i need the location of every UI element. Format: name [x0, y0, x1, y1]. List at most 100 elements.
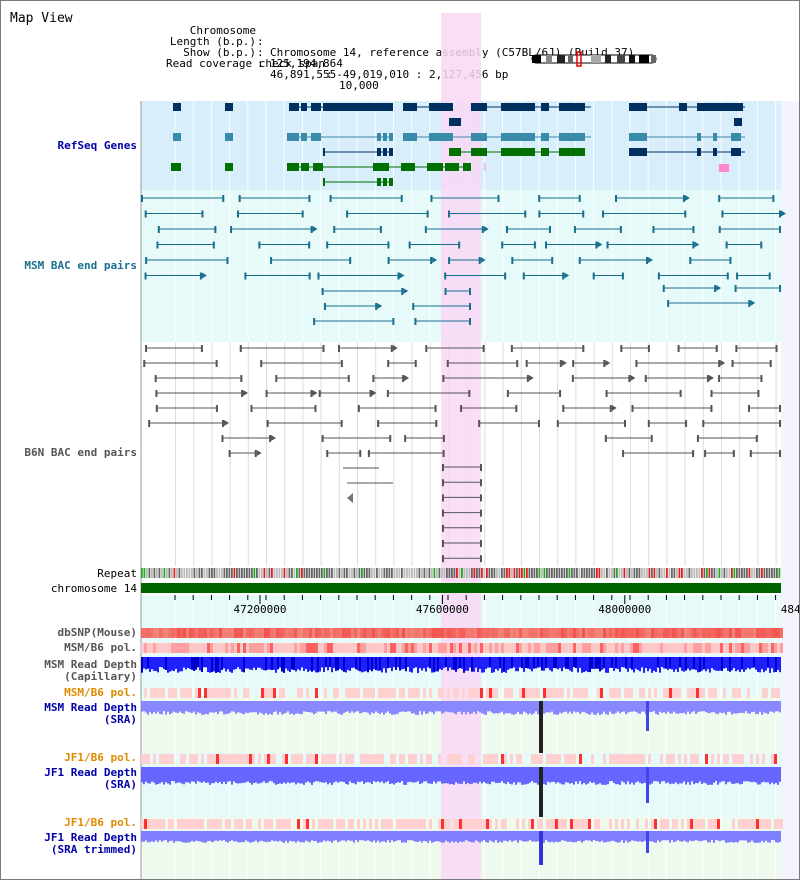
gene-e-exon: [501, 103, 535, 111]
msm-sra-depth-bin: [383, 701, 385, 715]
repeat-element: [386, 568, 388, 578]
b6n-bac-end: [515, 405, 518, 412]
msm-b6-pol2-bin: [714, 688, 717, 698]
msm-read-depth-sra-label-2[interactable]: (SRA): [103, 713, 137, 726]
jf1-b6-pol-bin: [666, 754, 669, 764]
msm-b6-pol-bin: [780, 643, 783, 653]
gene-t-exon: [323, 178, 325, 186]
msm-b6-pol2-bin: [690, 688, 693, 698]
repeat-element: [753, 568, 756, 578]
b6n-bac-arrow: [720, 360, 726, 366]
msm-b6-pol-bin: [627, 643, 630, 653]
jf1-sra-depth-bin: [189, 767, 191, 784]
jf1-b6-pol2-bin: [477, 819, 480, 829]
repeat-element: [491, 568, 493, 578]
msm-capillary-depth-bin: [609, 657, 611, 668]
msm-bac-label[interactable]: MSM BAC end pairs: [24, 259, 137, 272]
msm-sra-depth-bin: [167, 701, 169, 712]
dbsnp-label[interactable]: dbSNP(Mouse): [57, 626, 137, 639]
msm-sra-depth-bin: [331, 701, 333, 713]
gene-l-exon: [471, 133, 487, 141]
msm-read-depth-capillary-label-1[interactable]: MSM Read Depth: [44, 658, 137, 671]
msm-bac-end: [682, 195, 685, 202]
msm-sra-depth-bin: [641, 701, 643, 712]
msm-b6-pol-label-2[interactable]: MSM/B6 pol.: [64, 686, 137, 699]
jf1-b6-pol2-bin: [528, 819, 531, 829]
msm-b6-pol-bin: [705, 643, 708, 653]
jf1-trim-depth-bin: [149, 831, 151, 843]
jf1-read-depth-trim-label-1[interactable]: JF1 Read Depth: [44, 831, 137, 844]
jf1-sra-depth-bin: [773, 767, 775, 785]
msm-bac-end: [448, 210, 451, 218]
dbsnp-bin: [306, 628, 309, 638]
msm-sra-depth-bin: [687, 701, 689, 712]
jf1-read-depth-trim-label-2[interactable]: (SRA trimmed): [50, 843, 137, 856]
jf1-b6-pol-bin: [144, 754, 147, 764]
msm-sra-depth-bin: [227, 701, 229, 714]
msm-sra-depth-bin: [507, 701, 509, 714]
jf1-sra-depth-bin: [519, 767, 521, 783]
msm-b6-pol2-bin: [642, 688, 645, 698]
b6n-bac-end: [731, 360, 734, 367]
msm-sra-depth-bin: [603, 701, 605, 712]
msm-b6-pol2-bin: [678, 688, 681, 698]
jf1-b6-pol-label-2[interactable]: JF1/B6 pol.: [64, 816, 137, 829]
jf1-read-depth-sra-label-2[interactable]: (SRA): [103, 778, 137, 791]
msm-read-depth-sra-label-1[interactable]: MSM Read Depth: [44, 701, 137, 714]
b6n-bac-end: [702, 420, 705, 427]
repeat-element: [606, 568, 608, 578]
jf1-trim-depth-bin: [237, 831, 239, 843]
msm-b6-pol-bin: [369, 643, 372, 653]
jf1-sra-depth-bin: [669, 767, 671, 785]
msm-sra-depth-bin: [351, 701, 353, 712]
msm-capillary-depth-bin: [647, 657, 649, 672]
repeat-element: [603, 568, 606, 578]
jf1-sra-depth-bin: [179, 767, 181, 783]
jf1-sra-depth-bin: [591, 767, 593, 783]
jf1-b6-pol-label-1[interactable]: JF1/B6 pol.: [64, 751, 137, 764]
jf1-b6-pol2-bin: [387, 819, 390, 829]
msm-sra-depth-bin: [259, 701, 261, 713]
jf1-b6-pol-bin: [735, 754, 738, 764]
jf1-trim-depth-bin: [547, 831, 549, 842]
msm-b6-pol-bin: [213, 643, 216, 653]
jf1-sra-depth-bin: [483, 767, 485, 782]
jf1-sra-depth-bin: [485, 767, 487, 784]
b6n-bac-label[interactable]: B6N BAC end pairs: [24, 446, 137, 459]
jf1-trim-depth-bin: [673, 831, 675, 843]
jf1-b6-pol-bin: [669, 754, 672, 764]
msm-sra-depth-bin: [489, 701, 491, 712]
msm-b6-pol-bin: [738, 643, 741, 653]
dbsnp-bin: [225, 628, 228, 638]
jf1-sra-depth-bin: [215, 767, 217, 782]
msm-b6-pol2-bin: [411, 688, 414, 698]
msm-b6-pol-label-1[interactable]: MSM/B6 pol.: [64, 641, 137, 654]
jf1-sra-depth-bin: [419, 767, 421, 784]
refseq-genes-label[interactable]: RefSeq Genes: [57, 139, 137, 152]
b6n-bac-end: [760, 375, 763, 382]
jf1-sra-depth-bin: [567, 767, 569, 783]
b6n-bac-end: [387, 360, 390, 367]
msm-sra-depth-bin: [681, 701, 683, 714]
jf1-sra-depth-bin: [407, 767, 409, 783]
jf1-b6-pol2-bin: [597, 819, 600, 829]
jf1-sra-depth-bin: [683, 767, 685, 782]
b6n-bac-end: [718, 360, 721, 367]
jf1-trim-depth-bin: [335, 831, 337, 841]
msm-b6-pol-bin: [579, 643, 582, 653]
jf1-sra-depth-bin: [447, 767, 449, 784]
b6n-bac-arrow: [243, 390, 249, 396]
repeat-element: [701, 568, 703, 578]
repeat-element: [391, 568, 393, 578]
jf1-trim-depth-bin: [613, 831, 615, 841]
msm-read-depth-capillary-label-2[interactable]: (Capillary): [64, 670, 137, 683]
jf1-trim-depth-bin: [155, 831, 157, 841]
msm-sra-depth-bin: [731, 701, 733, 715]
jf1-b6-pol-bin: [630, 754, 633, 764]
jf1-b6-pol-bin: [633, 754, 636, 764]
jf1-sra-depth-bin: [461, 767, 463, 784]
jf1-read-depth-sra-label-1[interactable]: JF1 Read Depth: [44, 766, 137, 779]
msm-sra-depth-bin: [617, 701, 619, 712]
repeat-element: [466, 568, 468, 578]
